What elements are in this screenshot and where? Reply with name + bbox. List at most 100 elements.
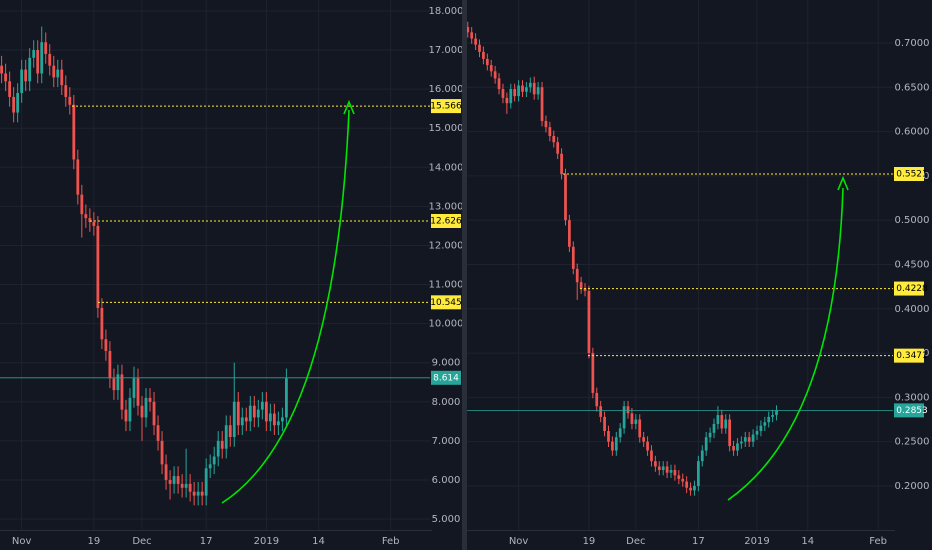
candle-body — [248, 405, 252, 422]
candle-body — [771, 415, 774, 417]
candle-body — [478, 44, 481, 52]
candle-body — [665, 466, 669, 473]
candle-body — [108, 350, 112, 379]
candle-body — [152, 401, 156, 426]
candle-body — [661, 466, 665, 471]
candle-body — [272, 413, 276, 426]
current-price-label: 0.2853 — [896, 406, 928, 416]
candle-body — [681, 478, 685, 482]
candle-body — [509, 89, 513, 104]
y-tick-label: 0.3000 — [895, 392, 930, 403]
level-box — [894, 167, 924, 182]
level-box — [431, 295, 461, 310]
candle-body — [595, 392, 599, 407]
candle-body — [280, 417, 284, 422]
candle-body — [489, 65, 493, 72]
candle-body — [256, 409, 260, 418]
candle-body — [747, 437, 751, 442]
x-tick-label: 17 — [200, 536, 213, 547]
y-tick-label: 13.000 — [429, 201, 464, 212]
candle-body — [232, 401, 236, 437]
candle-body — [12, 96, 16, 113]
candle-body — [716, 415, 720, 424]
x-tick-label: Nov — [509, 536, 529, 547]
candle-body — [482, 51, 485, 59]
candle-body — [544, 120, 548, 128]
y-tick-label: 0.6500 — [895, 82, 930, 93]
candle-body — [685, 481, 689, 488]
candle-body — [493, 71, 497, 79]
candle-body — [560, 153, 563, 175]
candle-body — [236, 401, 240, 426]
candle-body — [200, 491, 204, 496]
candle-body — [276, 421, 280, 426]
y-tick-label: 16.000 — [429, 84, 464, 95]
arrow-head — [837, 175, 849, 191]
candle-body — [728, 419, 732, 447]
y-tick-label: 0.4000 — [895, 304, 930, 315]
candle-body — [84, 214, 88, 219]
candle-body — [208, 464, 212, 469]
x-tick-label: 17 — [692, 536, 705, 547]
candle-body — [56, 69, 60, 78]
candle-body — [657, 466, 661, 471]
y-tick-label: 0.2500 — [895, 437, 930, 448]
candle-body — [603, 416, 606, 432]
candle-body — [156, 425, 160, 441]
candle-body — [212, 456, 216, 465]
candle-body — [252, 405, 256, 418]
candle-body — [244, 417, 248, 422]
candle-body — [88, 218, 92, 223]
candle-body — [724, 419, 728, 429]
candle-body — [693, 485, 696, 491]
level-box — [894, 348, 924, 363]
candle-body — [583, 288, 587, 292]
y-tick-label: 9.000 — [432, 358, 461, 369]
candle-body — [689, 487, 692, 491]
candle-body — [732, 446, 735, 451]
candle-body — [700, 450, 704, 462]
candle-body — [268, 413, 272, 422]
candle-body — [36, 50, 40, 74]
candle-body — [704, 437, 708, 451]
x-tick-label: Dec — [626, 536, 645, 547]
y-tick-label: 17.000 — [429, 45, 464, 56]
candle-body — [132, 378, 136, 398]
candle-body — [720, 415, 724, 429]
y-tick-label: 6.000 — [432, 475, 461, 486]
candle-body — [224, 425, 228, 449]
candle-body — [92, 222, 96, 226]
arrow — [221, 109, 350, 504]
candle-body — [775, 410, 778, 416]
candle-body — [220, 440, 224, 449]
candle-body — [136, 378, 140, 406]
candle-body — [260, 401, 264, 410]
y-tick-label: 5.000 — [432, 514, 461, 525]
candle-body — [646, 441, 649, 451]
candle-body — [60, 69, 64, 86]
x-tick-label: 14 — [312, 536, 325, 547]
y-tick-label: 15.000 — [429, 123, 464, 134]
candle-body — [120, 374, 124, 410]
candle-body — [160, 440, 164, 465]
candle-body — [568, 220, 571, 247]
candle-body — [172, 476, 176, 484]
candle-body — [28, 57, 32, 82]
candle-body — [8, 81, 12, 97]
candle-body — [0, 65, 4, 74]
y-tick-label: 14.000 — [429, 162, 464, 173]
candle-body — [751, 434, 755, 442]
level-label: 10.545 — [430, 298, 462, 308]
x-tick-label: 14 — [801, 536, 814, 547]
candle-body — [64, 85, 68, 97]
candle-body — [264, 401, 268, 422]
candle-body — [712, 423, 716, 433]
candle-body — [68, 96, 72, 105]
level-box — [431, 99, 461, 114]
x-tick-label: 19 — [87, 536, 100, 547]
candle-body — [216, 440, 220, 457]
candle-body — [470, 32, 474, 39]
candle-body — [759, 425, 763, 432]
